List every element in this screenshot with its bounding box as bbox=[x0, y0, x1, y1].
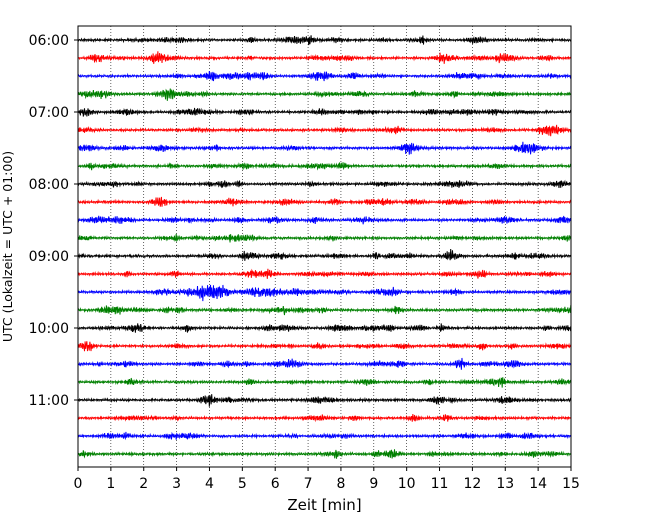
trace-0930 bbox=[77, 284, 572, 302]
trace-1000 bbox=[77, 323, 572, 333]
y-tick-label: 08:00 bbox=[29, 177, 69, 193]
trace-0630 bbox=[77, 71, 572, 82]
trace-1100 bbox=[77, 394, 572, 407]
x-tick-label: 7 bbox=[304, 476, 313, 492]
y-axis-ticks: 06:00 07:00 08:00 09:00 10:00 11:00 bbox=[29, 33, 78, 409]
trace-0745 bbox=[77, 162, 572, 171]
y-tick-label: 10:00 bbox=[29, 321, 69, 337]
x-tick-label: 14 bbox=[529, 476, 547, 492]
trace-0715 bbox=[77, 124, 572, 137]
trace-0830 bbox=[77, 215, 572, 225]
trace-0900 bbox=[77, 248, 572, 261]
x-axis-label: Zeit [min] bbox=[287, 496, 361, 514]
y-tick-label: 07:00 bbox=[29, 105, 69, 121]
trace-1145 bbox=[77, 449, 572, 459]
y-tick-label: 09:00 bbox=[29, 249, 69, 265]
y-axis-label: UTC (Lokalzeit = UTC + 01:00) bbox=[0, 151, 15, 342]
trace-1045 bbox=[77, 377, 572, 388]
x-tick-label: 8 bbox=[336, 476, 345, 492]
x-tick-label: 10 bbox=[398, 476, 416, 492]
x-tick-label: 13 bbox=[496, 476, 514, 492]
x-tick-label: 2 bbox=[139, 476, 148, 492]
y-tick-label: 06:00 bbox=[29, 33, 69, 49]
x-tick-label: 11 bbox=[431, 476, 449, 492]
x-tick-label: 3 bbox=[172, 476, 181, 492]
trace-0915 bbox=[77, 268, 572, 279]
x-tick-label: 12 bbox=[463, 476, 481, 492]
trace-0845 bbox=[77, 233, 572, 243]
seismic-traces bbox=[77, 35, 572, 459]
x-tick-label: 4 bbox=[205, 476, 214, 492]
trace-0700 bbox=[77, 107, 572, 117]
trace-0730 bbox=[77, 141, 572, 155]
trace-0815 bbox=[77, 196, 572, 207]
x-tick-label: 6 bbox=[271, 476, 280, 492]
trace-0800 bbox=[77, 179, 572, 189]
x-tick-label: 9 bbox=[369, 476, 378, 492]
x-tick-label: 5 bbox=[238, 476, 247, 492]
y-tick-label: 11:00 bbox=[29, 393, 69, 409]
trace-0615 bbox=[77, 51, 572, 64]
trace-0645 bbox=[77, 88, 572, 101]
x-tick-label: 15 bbox=[562, 476, 580, 492]
x-tick-label: 0 bbox=[74, 476, 83, 492]
trace-1130 bbox=[77, 431, 572, 441]
trace-1030 bbox=[77, 357, 572, 370]
trace-0945 bbox=[77, 305, 572, 316]
trace-1015 bbox=[77, 341, 572, 352]
x-tick-label: 1 bbox=[106, 476, 115, 492]
x-axis-ticks: 0 1 2 3 4 5 6 7 8 9 10 11 12 13 14 15 bbox=[74, 467, 580, 492]
plot-frame bbox=[77, 25, 572, 468]
trace-1115 bbox=[77, 413, 572, 423]
trace-0600 bbox=[77, 35, 572, 46]
